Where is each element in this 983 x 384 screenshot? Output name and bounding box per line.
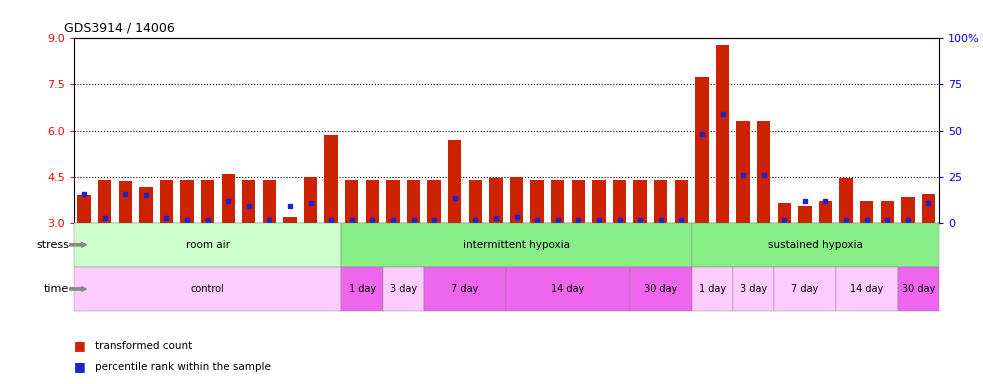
- Bar: [572, 180, 585, 223]
- Bar: [386, 180, 400, 223]
- Bar: [897, 267, 939, 311]
- Bar: [736, 121, 750, 223]
- Text: 3 day: 3 day: [389, 284, 417, 294]
- Bar: [592, 180, 606, 223]
- Text: room air: room air: [186, 240, 230, 250]
- Bar: [221, 174, 235, 223]
- Bar: [654, 180, 667, 223]
- Bar: [382, 267, 424, 311]
- Text: intermittent hypoxia: intermittent hypoxia: [463, 240, 570, 250]
- Bar: [836, 267, 897, 311]
- Bar: [612, 180, 626, 223]
- Bar: [633, 180, 647, 223]
- Text: ■: ■: [74, 339, 86, 352]
- Text: control: control: [191, 284, 224, 294]
- Bar: [345, 180, 359, 223]
- Bar: [922, 194, 935, 223]
- Bar: [180, 180, 194, 223]
- Bar: [692, 267, 732, 311]
- Bar: [341, 223, 692, 267]
- Bar: [98, 180, 111, 223]
- Text: 3 day: 3 day: [740, 284, 767, 294]
- Bar: [366, 180, 379, 223]
- Bar: [674, 180, 688, 223]
- Bar: [324, 135, 338, 223]
- Bar: [510, 177, 523, 223]
- Bar: [469, 180, 482, 223]
- Bar: [424, 267, 506, 311]
- Bar: [901, 197, 914, 223]
- Bar: [551, 180, 564, 223]
- Bar: [695, 77, 709, 223]
- Text: ■: ■: [74, 360, 86, 373]
- Bar: [774, 267, 836, 311]
- Text: 7 day: 7 day: [791, 284, 819, 294]
- Bar: [74, 267, 341, 311]
- Bar: [732, 267, 774, 311]
- Text: 1 day: 1 day: [349, 284, 376, 294]
- Text: percentile rank within the sample: percentile rank within the sample: [95, 362, 271, 372]
- Bar: [304, 177, 318, 223]
- Bar: [74, 223, 341, 267]
- Bar: [757, 121, 771, 223]
- Bar: [531, 180, 544, 223]
- Bar: [201, 180, 214, 223]
- Text: 30 day: 30 day: [901, 284, 935, 294]
- Bar: [716, 45, 729, 223]
- Bar: [819, 201, 833, 223]
- Text: GDS3914 / 14006: GDS3914 / 14006: [64, 22, 175, 35]
- Text: 14 day: 14 day: [850, 284, 884, 294]
- Bar: [78, 195, 90, 223]
- Text: transformed count: transformed count: [95, 341, 193, 351]
- Bar: [428, 180, 440, 223]
- Bar: [630, 267, 692, 311]
- Text: sustained hypoxia: sustained hypoxia: [768, 240, 863, 250]
- Text: 7 day: 7 day: [451, 284, 479, 294]
- Text: 30 day: 30 day: [644, 284, 677, 294]
- Bar: [798, 206, 812, 223]
- Bar: [860, 201, 873, 223]
- Bar: [448, 140, 461, 223]
- Bar: [881, 201, 894, 223]
- Text: 1 day: 1 day: [699, 284, 725, 294]
- Bar: [140, 187, 152, 223]
- Bar: [262, 180, 276, 223]
- Bar: [506, 267, 630, 311]
- Bar: [407, 180, 421, 223]
- Bar: [341, 267, 382, 311]
- Bar: [778, 203, 791, 223]
- Bar: [839, 178, 853, 223]
- Bar: [692, 223, 939, 267]
- Text: 14 day: 14 day: [551, 284, 585, 294]
- Text: time: time: [43, 284, 69, 294]
- Bar: [242, 180, 256, 223]
- Bar: [119, 181, 132, 223]
- Bar: [283, 217, 297, 223]
- Bar: [159, 180, 173, 223]
- Text: stress: stress: [36, 240, 69, 250]
- Bar: [490, 178, 502, 223]
